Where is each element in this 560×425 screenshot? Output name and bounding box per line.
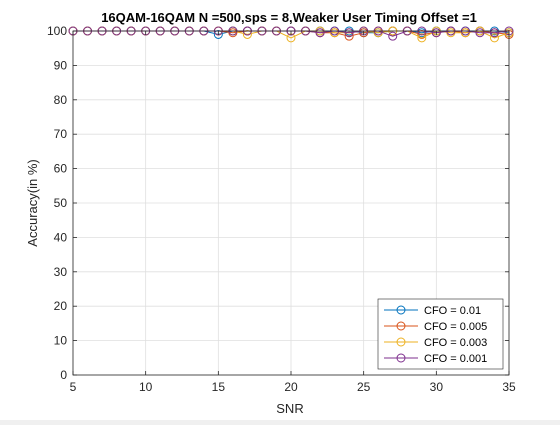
y-axis-label: Accuracy(in %) (25, 159, 40, 246)
legend-label: CFO = 0.01 (424, 305, 481, 317)
x-axis-label: SNR (276, 401, 303, 416)
x-tick-label: 35 (502, 380, 516, 394)
y-tick-label: 60 (54, 162, 68, 176)
legend-label: CFO = 0.005 (424, 321, 487, 333)
x-tick-label: 15 (212, 380, 226, 394)
legend[interactable]: CFO = 0.01 CFO = 0.005 CFO = 0.003 CFO = 0.… (378, 299, 503, 369)
y-tick-label: 100 (47, 24, 67, 38)
x-tick-label: 20 (284, 380, 298, 394)
y-tick-label: 80 (54, 93, 68, 107)
y-tick-label: 40 (54, 230, 68, 244)
y-tick-label: 90 (54, 58, 68, 72)
legend-label: CFO = 0.001 (424, 353, 487, 365)
x-tick-label: 10 (139, 380, 153, 394)
y-tick-label: 20 (54, 299, 68, 313)
y-tick-label: 70 (54, 127, 68, 141)
y-tick-label: 0 (60, 368, 67, 382)
y-tick-label: 30 (54, 265, 68, 279)
y-tick-label: 50 (54, 196, 68, 210)
x-tick-label: 30 (430, 380, 444, 394)
x-tick-label: 25 (357, 380, 371, 394)
chart-title: 16QAM-16QAM N =500,sps = 8,Weaker User T… (101, 10, 477, 25)
x-tick-label: 5 (70, 380, 77, 394)
y-tick-label: 10 (54, 334, 68, 348)
legend-label: CFO = 0.003 (424, 337, 487, 349)
